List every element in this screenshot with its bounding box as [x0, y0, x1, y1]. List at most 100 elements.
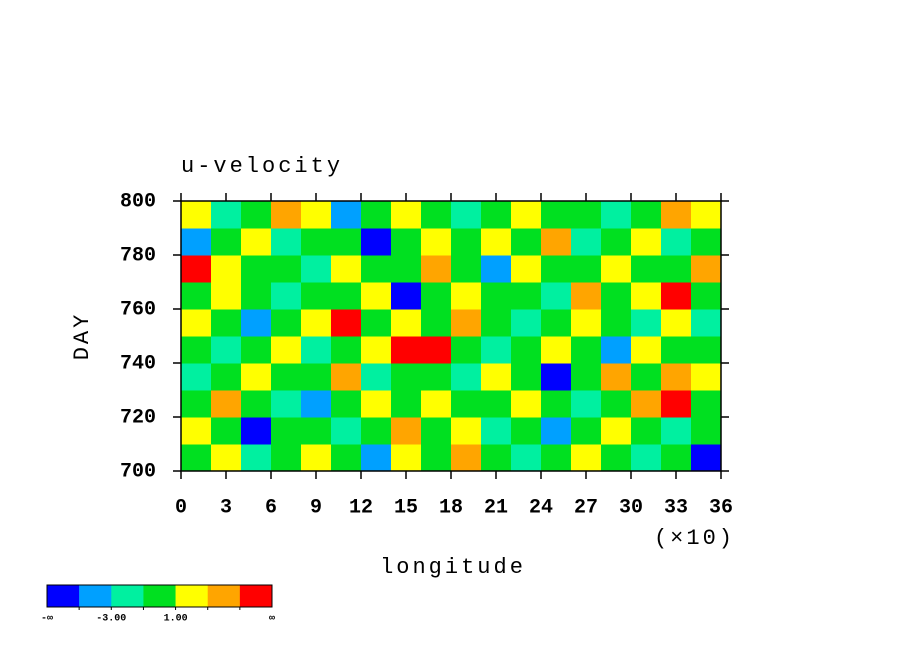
x-tick-label: 33 [664, 496, 688, 519]
field-cell [451, 282, 482, 310]
field-cell [691, 282, 722, 310]
field-cell [361, 444, 392, 472]
field-cell [301, 444, 332, 472]
field-cell [691, 444, 722, 472]
field-cell [181, 444, 212, 472]
field-cell [301, 201, 332, 229]
field-cell [661, 336, 692, 364]
field-cell [391, 309, 422, 337]
colorbar-label: -3.00 [96, 614, 126, 625]
field-cell [571, 336, 602, 364]
field-cell [211, 336, 242, 364]
field-cell [631, 282, 662, 310]
field-cell [631, 255, 662, 283]
x-tick-label: 6 [265, 496, 277, 519]
x-tick-label: 36 [709, 496, 733, 519]
field-cell [331, 390, 362, 418]
field-cell [481, 282, 512, 310]
field-cell [661, 255, 692, 283]
x-tick-label: 24 [529, 496, 553, 519]
field-cell [301, 417, 332, 445]
field-cell [661, 417, 692, 445]
field-cell [451, 201, 482, 229]
field-cell [211, 417, 242, 445]
field-cell [361, 336, 392, 364]
field-cell [241, 336, 272, 364]
field-cell [301, 309, 332, 337]
field-cell [571, 255, 602, 283]
field-cell [451, 255, 482, 283]
field-cell [181, 282, 212, 310]
field-cell [661, 228, 692, 256]
field-cell [331, 201, 362, 229]
field-cell [571, 417, 602, 445]
colorbar-frame [46, 584, 273, 608]
field-cell [271, 228, 302, 256]
field-cell [301, 255, 332, 283]
field-cell [181, 255, 212, 283]
field-cell [241, 309, 272, 337]
x-tick-label: 30 [619, 496, 643, 519]
field-cell [241, 228, 272, 256]
field-cell [271, 336, 302, 364]
field-cell [691, 228, 722, 256]
field-cell [421, 255, 452, 283]
y-tick-label: 740 [120, 352, 156, 375]
colorbar-swatch [111, 585, 144, 607]
x-tick-label: 21 [484, 496, 508, 519]
field-cell [541, 201, 572, 229]
field-cell [661, 363, 692, 391]
field-cell [271, 444, 302, 472]
field-cell [541, 255, 572, 283]
field-cell [571, 363, 602, 391]
field-cell [301, 282, 332, 310]
x-tick-label: 0 [175, 496, 187, 519]
field-cell [451, 309, 482, 337]
field-cell [691, 336, 722, 364]
field-cell [361, 228, 392, 256]
field-cell [271, 390, 302, 418]
x-tick-label: 18 [439, 496, 463, 519]
field-cell [331, 309, 362, 337]
field-cell [241, 444, 272, 472]
field-cell [211, 201, 242, 229]
field-cell [541, 282, 572, 310]
field-cell [241, 255, 272, 283]
x-tick-label: 9 [310, 496, 322, 519]
field-cell [541, 444, 572, 472]
field-cell [331, 228, 362, 256]
colorbar-swatch [143, 585, 176, 607]
field-cell [391, 417, 422, 445]
field-cell [331, 363, 362, 391]
field-cell [361, 363, 392, 391]
field-cell [331, 336, 362, 364]
field-cell [661, 282, 692, 310]
field-cell [601, 390, 632, 418]
field-cell [571, 228, 602, 256]
field-cell [331, 282, 362, 310]
field-cell [451, 336, 482, 364]
field-cell [361, 282, 392, 310]
field-cell [421, 228, 452, 256]
x-axis-label: longitude [380, 555, 526, 580]
field-cell [661, 390, 692, 418]
colorbar-label: -∞ [41, 614, 53, 625]
field-cell [451, 417, 482, 445]
field-cell [541, 336, 572, 364]
y-tick-label: 780 [120, 244, 156, 267]
field-cell [541, 309, 572, 337]
field-cell [661, 309, 692, 337]
field-cell [661, 444, 692, 472]
field-cell [661, 201, 692, 229]
field-cell [631, 201, 662, 229]
field-cell [181, 309, 212, 337]
field-cell [571, 309, 602, 337]
colorbar-swatch [239, 585, 273, 607]
field-cell [631, 390, 662, 418]
field-cell [241, 417, 272, 445]
field-cell [421, 309, 452, 337]
field-cell [181, 336, 212, 364]
field-cell [421, 201, 452, 229]
field-cell [391, 201, 422, 229]
field-cell [331, 444, 362, 472]
